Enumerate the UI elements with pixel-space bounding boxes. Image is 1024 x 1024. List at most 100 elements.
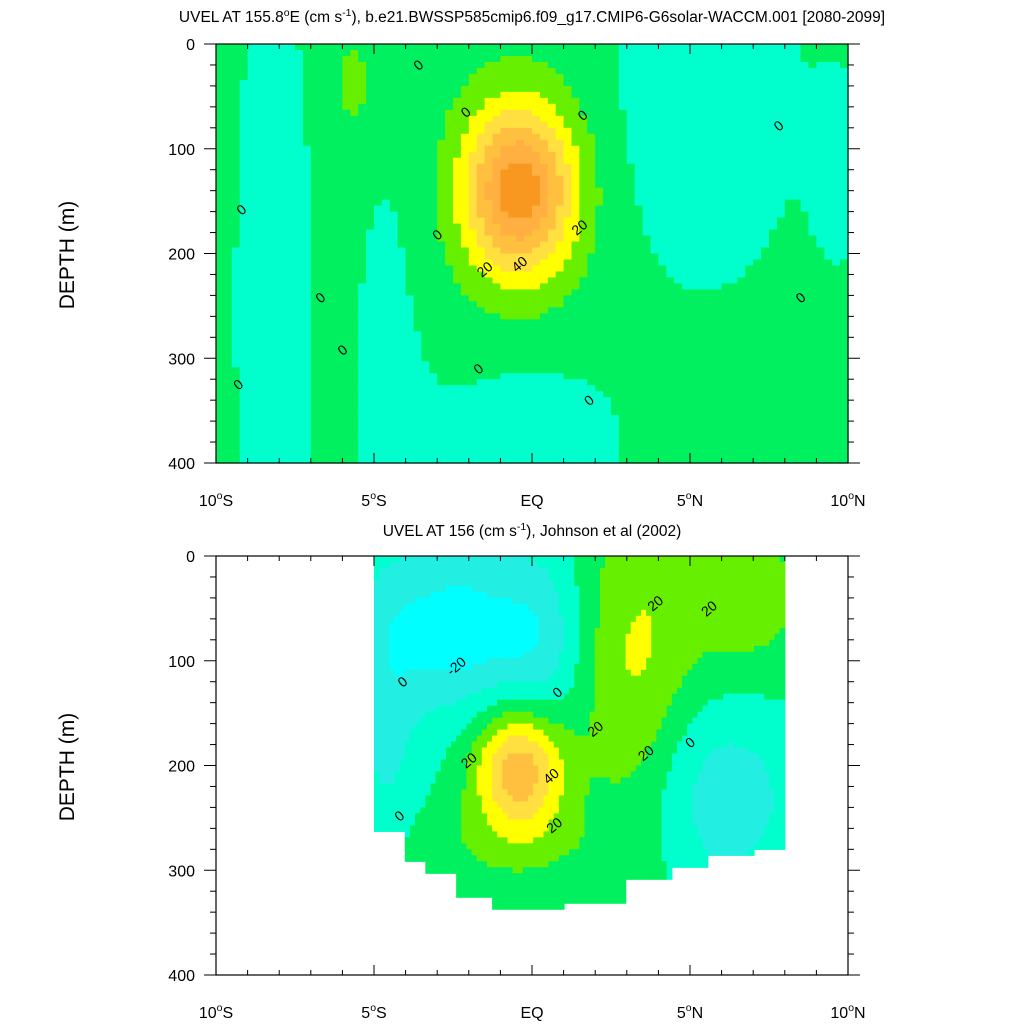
field-cell — [358, 235, 367, 243]
field-cell — [571, 235, 580, 243]
field-cell — [287, 199, 296, 207]
field-cell — [500, 229, 509, 237]
field-cell — [405, 157, 415, 165]
field-cell — [247, 415, 257, 422]
field-cell — [690, 169, 699, 177]
field-cell — [484, 397, 494, 404]
field-cell — [555, 301, 565, 308]
field-cell — [318, 133, 328, 141]
field-cell — [674, 421, 683, 428]
field-cell — [279, 247, 288, 255]
field-cell — [682, 367, 691, 374]
field-cell — [769, 217, 778, 225]
field-cell — [366, 391, 375, 398]
field-cell — [374, 379, 383, 386]
field-cell — [682, 205, 691, 213]
field-cell — [539, 175, 549, 183]
field-cell — [239, 133, 249, 141]
field-cell — [429, 349, 438, 356]
field-cell — [539, 193, 549, 201]
field-cell — [366, 187, 375, 195]
field-cell — [397, 175, 407, 183]
field-cell — [247, 391, 257, 398]
field-cell — [223, 115, 233, 123]
field-cell — [239, 331, 249, 338]
field-cell — [618, 193, 628, 201]
field-cell — [413, 44, 422, 51]
field-cell — [389, 289, 399, 296]
field-cell — [366, 271, 375, 279]
field-cell — [468, 433, 478, 440]
field-cell — [611, 421, 620, 428]
field-cell — [366, 85, 375, 93]
field-cell — [397, 397, 407, 404]
field-cell — [547, 127, 557, 135]
field-cell — [484, 325, 494, 332]
field-cell — [547, 403, 557, 410]
field-cell — [374, 373, 383, 380]
field-cell — [342, 457, 351, 464]
field-cell — [366, 55, 375, 63]
field-cell — [516, 223, 525, 231]
field-cell — [279, 91, 288, 99]
field-cell — [737, 451, 746, 458]
field-cell — [492, 187, 501, 195]
field-cell — [381, 409, 391, 416]
field-cell — [603, 103, 612, 111]
field-cell — [547, 49, 557, 57]
field-cell — [674, 247, 683, 255]
field-cell — [713, 319, 723, 326]
field-cell — [421, 253, 430, 261]
field-cell — [468, 307, 478, 314]
field-cell — [595, 379, 604, 386]
field-cell — [476, 379, 486, 386]
field-cell — [658, 307, 667, 314]
field-cell — [508, 361, 517, 368]
field-cell — [421, 439, 430, 446]
field-cell — [618, 391, 628, 398]
field-cell — [508, 223, 517, 231]
field-cell — [761, 313, 770, 320]
field-cell — [761, 373, 770, 380]
field-cell — [666, 55, 675, 63]
field-cell — [350, 241, 359, 249]
field-cell — [713, 355, 723, 362]
field-cell — [508, 313, 517, 320]
field-cell — [255, 289, 264, 296]
field-cell — [658, 421, 667, 428]
field-cell — [563, 187, 573, 195]
field-cell — [650, 277, 659, 285]
field-cell — [231, 445, 241, 452]
field-cell — [460, 55, 470, 63]
field-cell — [326, 271, 336, 279]
field-cell — [310, 181, 320, 189]
field-cell — [682, 133, 691, 141]
field-cell — [690, 49, 699, 57]
field-cell — [571, 187, 580, 195]
field-cell — [216, 283, 225, 291]
field-cell — [231, 439, 241, 446]
field-cell — [745, 49, 754, 57]
field-cell — [532, 67, 541, 75]
field-cell — [302, 133, 312, 141]
field-cell — [555, 133, 565, 141]
field-cell — [579, 133, 588, 141]
field-cell — [634, 199, 644, 207]
field-cell — [666, 403, 675, 410]
field-cell — [271, 181, 280, 189]
field-cell — [358, 151, 367, 159]
field-cell — [366, 169, 375, 177]
field-cell — [516, 313, 525, 320]
field-cell — [271, 265, 280, 273]
field-cell — [650, 235, 659, 243]
field-cell — [769, 253, 778, 261]
field-cell — [595, 343, 604, 350]
field-cell — [445, 211, 454, 219]
field-cell — [650, 259, 659, 267]
field-cell — [658, 391, 667, 398]
field-cell — [579, 451, 588, 458]
field-cell — [737, 403, 746, 410]
field-cell — [650, 283, 659, 291]
field-cell — [271, 169, 280, 177]
field-cell — [468, 367, 478, 374]
